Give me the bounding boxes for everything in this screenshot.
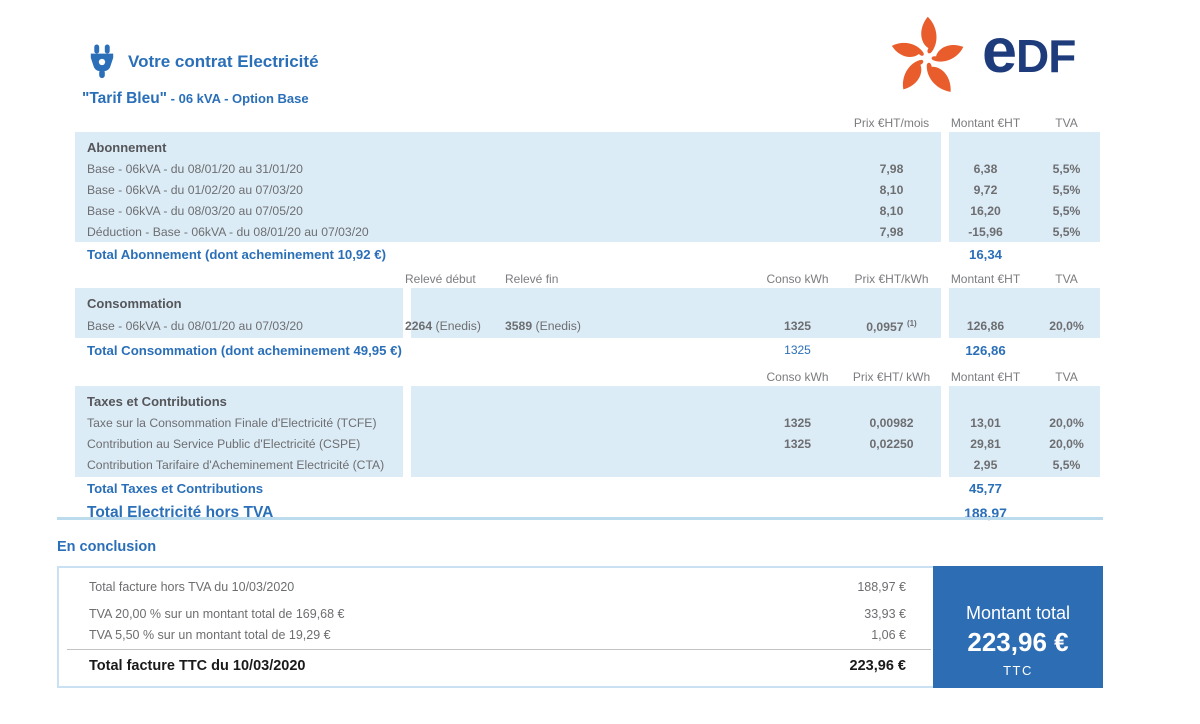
total-taxes-row: Total Taxes et Contributions 45,77 [75, 477, 1100, 499]
col-header-releve-debut: Relevé début [405, 272, 476, 286]
col-header-prix-mois: Prix €HT/mois [853, 116, 930, 130]
total-consommation-row: Total Consommation (dont acheminement 49… [75, 338, 1100, 362]
row-label: Base - 06kVA - du 08/01/20 au 31/01/20 [87, 161, 303, 176]
column-header-row-1: Prix €HT/mois Montant €HT TVA [75, 112, 1100, 130]
tariff-name: "Tarif Bleu" [82, 90, 168, 107]
conclusion-row-label: TVA 20,00 % sur un montant total de 169,… [89, 607, 345, 621]
table-row: Base - 06kVA - du 08/03/20 au 07/05/20 8… [75, 200, 1100, 221]
section-title-taxes: Taxes et Contributions [87, 393, 227, 409]
col-header-montant: Montant €HT [950, 272, 1021, 286]
col-header-releve-fin: Relevé fin [505, 272, 559, 286]
col-header-tva: TVA [1055, 116, 1078, 130]
page-title: Votre contrat Electricité [128, 52, 319, 71]
total-consommation-value: 126,86 [965, 342, 1006, 358]
row-label: Déduction - Base - 06kVA - du 08/01/20 a… [87, 224, 369, 239]
montant-total-box: Montant total 223,96 € TTC [933, 566, 1103, 688]
conclusion-box: Total facture hors TVA du 10/03/2020 188… [57, 566, 1103, 688]
section-consommation: Consommation Base - 06kVA - du 08/01/20 … [75, 288, 1100, 338]
total-abonnement-value: 16,34 [968, 246, 1002, 262]
total-ttc-label: Total facture TTC du 10/03/2020 [89, 658, 306, 674]
table-row: Base - 06kVA - du 01/02/20 au 07/03/20 8… [75, 179, 1100, 200]
table-row: Base - 06kVA - du 08/01/20 au 07/03/20 2… [75, 314, 1100, 338]
table-row: Taxe sur la Consommation Finale d'Electr… [75, 412, 1100, 433]
row-label: Taxe sur la Consommation Finale d'Electr… [87, 415, 377, 430]
conclusion-row-value: 33,93 € [864, 607, 906, 621]
total-electricite-label: Total Electricité hors TVA [87, 504, 274, 521]
conclusion-row: TVA 20,00 % sur un montant total de 169,… [89, 607, 906, 621]
row-label: Base - 06kVA - du 01/02/20 au 07/03/20 [87, 182, 303, 197]
releve-debut-value: 2264 (Enedis) [405, 319, 481, 333]
section-title-abonnement: Abonnement [87, 139, 167, 155]
conclusion-row: Total facture hors TVA du 10/03/2020 188… [89, 580, 906, 594]
footnote-marker: (1) [906, 318, 917, 328]
row-label: Contribution Tarifaire d'Acheminement El… [87, 457, 385, 472]
row-label: Base - 06kVA - du 08/01/20 au 07/03/20 [87, 319, 303, 333]
conclusion-row-label: TVA 5,50 % sur un montant total de 19,29… [89, 628, 331, 642]
section-taxes: Taxes et Contributions Taxe sur la Conso… [75, 386, 1100, 477]
tariff-options: - 06 kVA - Option Base [167, 91, 309, 106]
table-row: Contribution Tarifaire d'Acheminement El… [75, 454, 1100, 475]
col-header-conso: Conso kWh [766, 272, 829, 286]
conclusion-row-label: Total facture hors TVA du 10/03/2020 [89, 580, 295, 594]
conclusion-row: TVA 5,50 % sur un montant total de 19,29… [89, 628, 906, 642]
col-header-prix-kwh: Prix €HT/ kWh [852, 370, 931, 384]
prix-kwh-value: 0,0957 (1) [866, 318, 917, 334]
conclusion-heading: En conclusion [57, 539, 157, 555]
table-row: Contribution au Service Public d'Electri… [75, 433, 1100, 454]
montant-total-title: Montant total [965, 602, 1071, 623]
col-header-conso: Conso kWh [766, 370, 829, 384]
section-title-consommation: Consommation [87, 295, 182, 311]
column-header-row-3: Conso kWh Prix €HT/ kWh Montant €HT TVA [75, 366, 1100, 384]
total-taxes-value: 45,77 [968, 480, 1002, 496]
table-row: Base - 06kVA - du 08/01/20 au 31/01/20 7… [75, 158, 1100, 179]
conclusion-rows: Total facture hors TVA du 10/03/2020 188… [59, 568, 931, 686]
row-label: Contribution au Service Public d'Electri… [87, 436, 361, 451]
total-taxes-label: Total Taxes et Contributions [87, 480, 264, 496]
total-ttc-value: 223,96 € [849, 658, 906, 674]
edf-logo-text: e DF [982, 16, 1076, 86]
montant-total-unit: TTC [1003, 662, 1033, 678]
tariff-subtitle: "Tarif Bleu" - 06 kVA - Option Base [82, 90, 309, 108]
edf-swirl-icon [891, 16, 964, 92]
billing-table: Prix €HT/mois Montant €HT TVA Abonnement… [75, 112, 1100, 527]
table-row: Déduction - Base - 06kVA - du 08/01/20 a… [75, 221, 1100, 242]
total-abonnement-row: Total Abonnement (dont acheminement 10,9… [75, 242, 1100, 266]
contract-title-row: Votre contrat Electricité [88, 44, 319, 80]
section-abonnement: Abonnement Base - 06kVA - du 08/01/20 au… [75, 132, 1100, 242]
col-header-montant: Montant €HT [950, 116, 1021, 130]
col-header-tva: TVA [1055, 370, 1078, 384]
conclusion-divider [67, 649, 931, 650]
plug-icon [88, 44, 116, 80]
col-header-montant: Montant €HT [950, 370, 1021, 384]
total-consommation-label: Total Consommation (dont acheminement 49… [87, 342, 402, 358]
montant-total-amount: 223,96 € [967, 626, 1069, 657]
releve-fin-value: 3589 (Enedis) [505, 319, 581, 333]
total-electricite-row: Total Electricité hors TVA 188,97 [75, 499, 1100, 527]
col-header-prix-kwh: Prix €HT/kWh [854, 272, 929, 286]
section-divider [57, 517, 1103, 520]
conclusion-row-value: 1,06 € [871, 628, 906, 642]
total-consommation-kwh: 1325 [784, 343, 811, 357]
conclusion-row-value: 188,97 € [857, 580, 906, 594]
row-label: Base - 06kVA - du 08/03/20 au 07/05/20 [87, 203, 303, 218]
total-ttc-row: Total facture TTC du 10/03/2020 223,96 € [89, 658, 906, 674]
column-header-row-2: Relevé début Relevé fin Conso kWh Prix €… [75, 268, 1100, 286]
col-header-tva: TVA [1055, 272, 1078, 286]
total-abonnement-label: Total Abonnement (dont acheminement 10,9… [87, 246, 386, 262]
edf-logo: e DF [872, 8, 1076, 104]
